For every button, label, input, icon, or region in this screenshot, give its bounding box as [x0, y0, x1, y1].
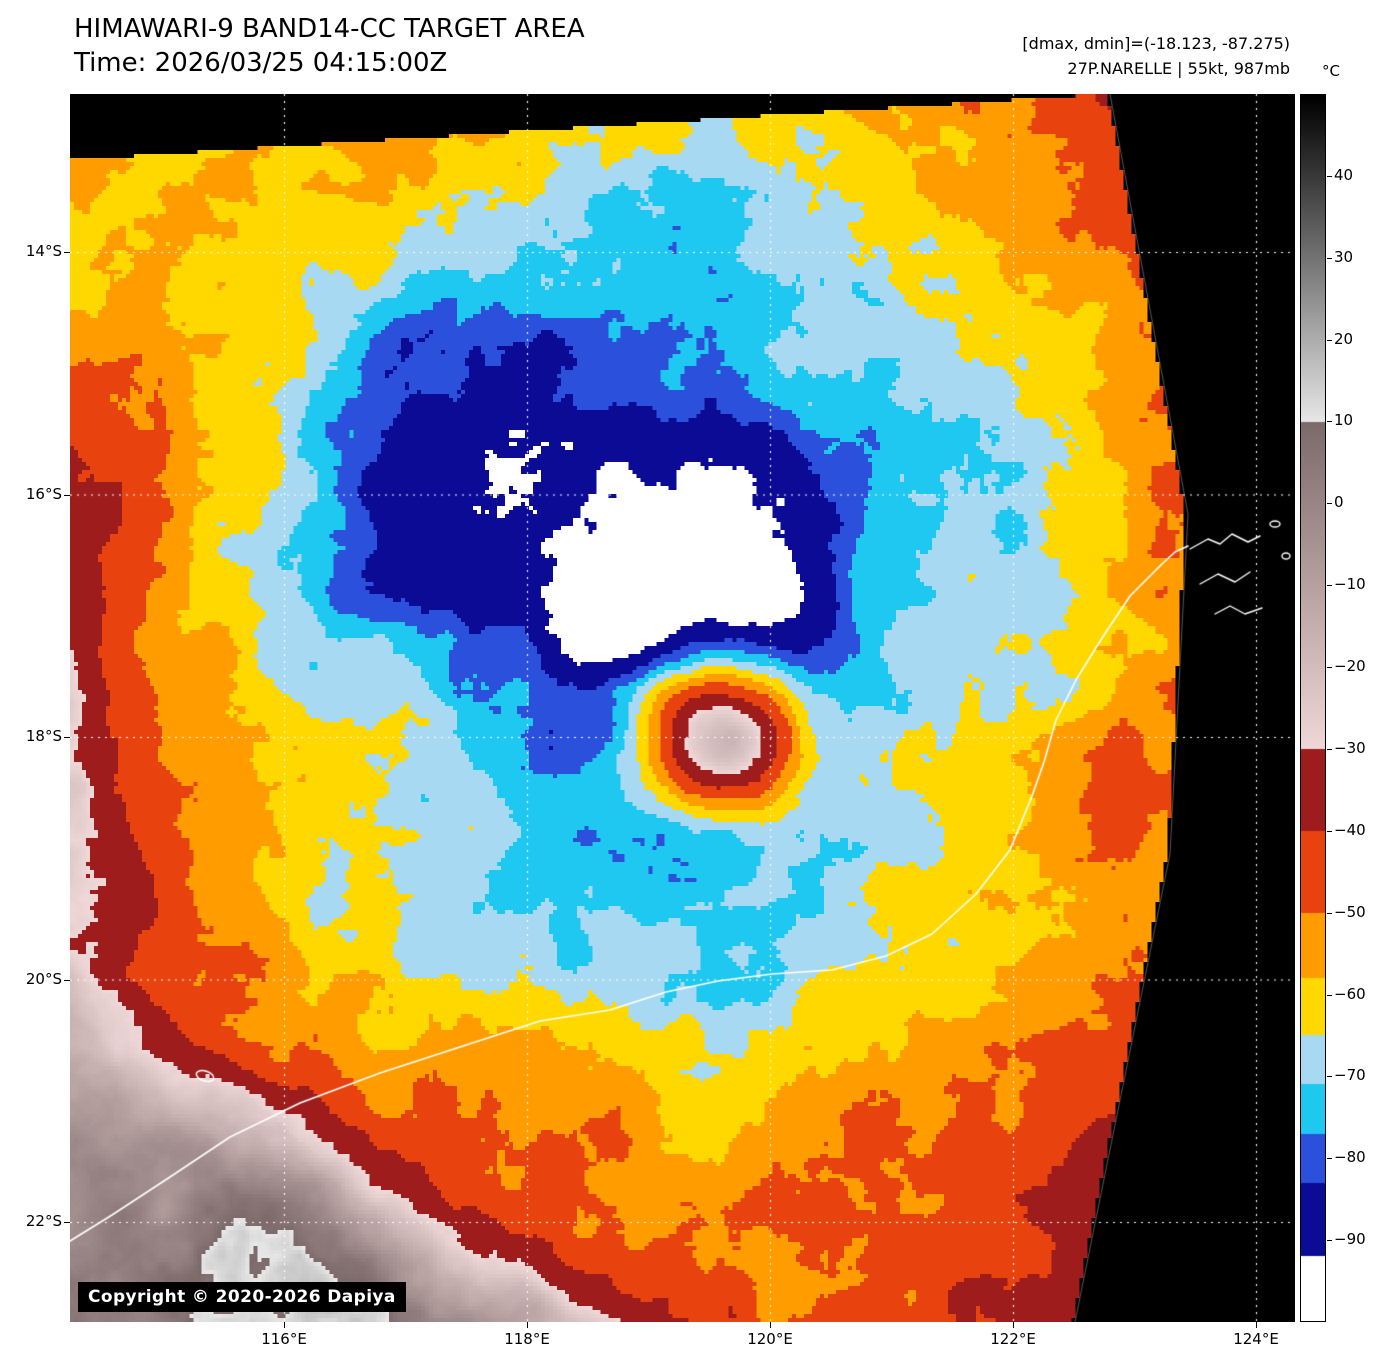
- colorbar-tick-label: −40: [1334, 820, 1366, 839]
- lat-tick-mark: [64, 1222, 70, 1223]
- colorbar-tick-label: −10: [1334, 575, 1366, 594]
- colorbar-tick-mark: [1327, 830, 1332, 832]
- lat-tick-mark: [64, 252, 70, 253]
- colorbar-tick-label: −60: [1334, 984, 1366, 1003]
- storm-info-label: 27P.NARELLE | 55kt, 987mb: [1067, 58, 1290, 78]
- colorbar-tick-label: 0: [1334, 493, 1344, 512]
- colorbar-tick-label: −90: [1334, 1230, 1366, 1249]
- lon-tick-mark: [527, 1322, 528, 1328]
- satellite-map: Copyright © 2020-2026 Dapiya: [70, 94, 1295, 1322]
- lat-tick-label: 18°S: [25, 727, 62, 745]
- colorbar-tick-mark: [1327, 339, 1332, 341]
- colorbar-tick-label: 30: [1334, 247, 1354, 266]
- colorbar-tick-label: −70: [1334, 1066, 1366, 1085]
- header-info: [dmax, dmin]=(-18.123, -87.275) 27P.NARE…: [1022, 32, 1290, 82]
- colorbar-tick-label: −30: [1334, 738, 1366, 757]
- colorbar-tick-label: 20: [1334, 329, 1354, 348]
- colorbar-tick-mark: [1327, 667, 1332, 669]
- lat-tick-label: 16°S: [25, 484, 62, 503]
- colorbar-tick-mark: [1327, 421, 1332, 423]
- lon-tick-label: 122°E: [990, 1330, 1036, 1348]
- dmax-dmin-label: [dmax, dmin]=(-18.123, -87.275): [1022, 34, 1290, 53]
- map-overlay-canvas: [70, 94, 1295, 1322]
- colorbar-tick-mark: [1327, 994, 1332, 996]
- lon-tick-mark: [1013, 1322, 1014, 1328]
- colorbar-tick-mark: [1327, 1240, 1332, 1242]
- lat-tick-label: 14°S: [25, 242, 62, 260]
- lon-tick-mark: [770, 1322, 771, 1328]
- colorbar-tick-label: −80: [1334, 1148, 1366, 1167]
- lon-tick-mark: [284, 1322, 285, 1328]
- colorbar-tick-label: 10: [1334, 411, 1354, 430]
- colorbar-tick-mark: [1327, 175, 1332, 177]
- colorbar-tick-label: 40: [1334, 165, 1354, 184]
- lon-tick-label: 124°E: [1233, 1330, 1279, 1348]
- colorbar-tick-label: −50: [1334, 902, 1366, 921]
- header: HIMAWARI-9 BAND14-CC TARGET AREA Time: 2…: [74, 12, 585, 81]
- lat-tick-label: 22°S: [25, 1212, 62, 1230]
- lon-tick-label: 120°E: [747, 1330, 793, 1348]
- colorbar-tick-mark: [1327, 912, 1332, 914]
- plot-title: HIMAWARI-9 BAND14-CC TARGET AREA: [74, 14, 585, 44]
- plot-time: Time: 2026/03/25 04:15:00Z: [74, 48, 448, 79]
- lat-tick-label: 20°S: [25, 969, 62, 988]
- lat-tick-mark: [64, 494, 70, 496]
- colorbar-tick-mark: [1327, 585, 1332, 587]
- lat-tick-mark: [64, 979, 70, 981]
- copyright-label: Copyright © 2020-2026 Dapiya: [78, 1282, 406, 1312]
- colorbar-unit-label: °C: [1322, 62, 1340, 80]
- lat-tick-mark: [64, 737, 70, 738]
- colorbar-tick-label: −20: [1334, 657, 1366, 676]
- lon-tick-label: 116°E: [261, 1330, 307, 1348]
- colorbar-canvas: [1301, 95, 1325, 1321]
- colorbar-tick-mark: [1327, 1076, 1332, 1078]
- colorbar-tick-mark: [1327, 1158, 1332, 1160]
- colorbar-tick-mark: [1327, 503, 1332, 505]
- colorbar-tick-mark: [1327, 748, 1332, 750]
- colorbar-tick-mark: [1327, 257, 1332, 259]
- lon-tick-label: 118°E: [504, 1330, 550, 1348]
- lon-tick-mark: [1256, 1322, 1257, 1328]
- colorbar: [1300, 94, 1326, 1322]
